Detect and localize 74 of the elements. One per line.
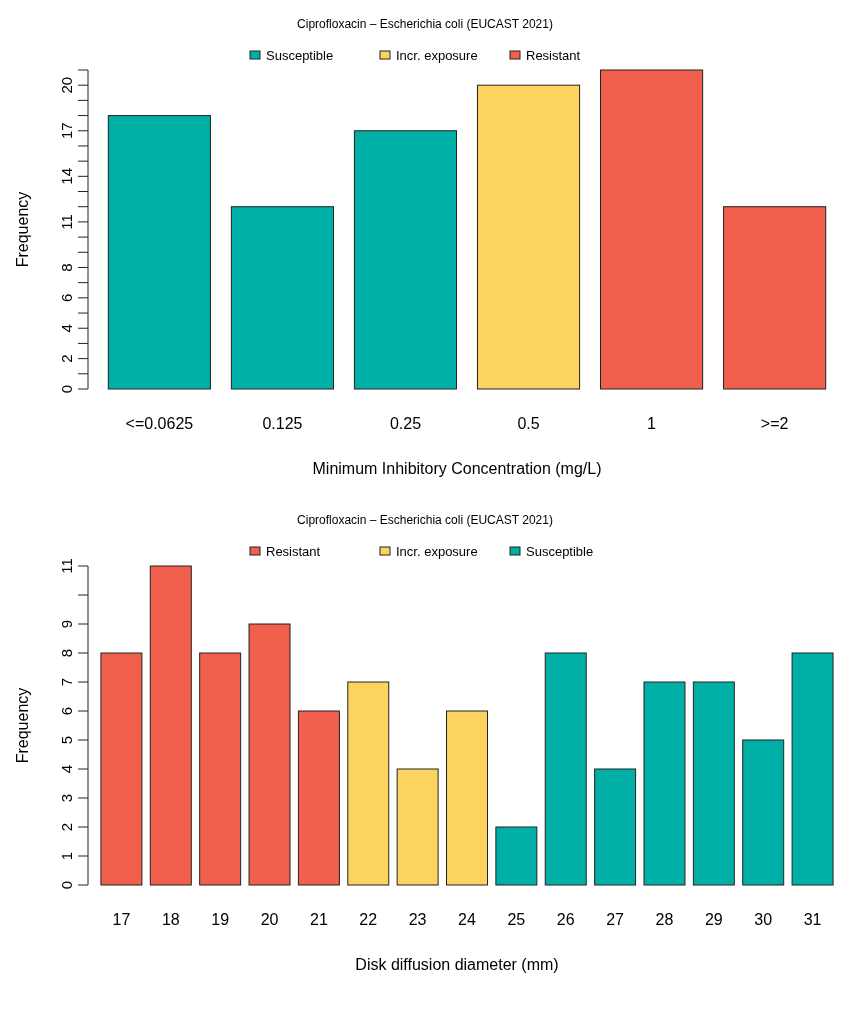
y-tick-label: 6 bbox=[58, 706, 75, 716]
x-tick-label: 18 bbox=[161, 911, 180, 928]
x-tick-label: 0.5 bbox=[517, 415, 540, 432]
bar bbox=[742, 739, 785, 886]
y-axis-title: Frequency bbox=[14, 191, 31, 268]
y-tick-label: 20 bbox=[58, 76, 75, 94]
y-tick-label: 4 bbox=[58, 764, 75, 774]
x-tick-label: 31 bbox=[803, 911, 822, 928]
y-tick-label: 4 bbox=[58, 324, 75, 333]
bar bbox=[495, 826, 538, 886]
legend-label: Incr. exposure bbox=[396, 48, 478, 63]
legend-label: Resistant bbox=[526, 48, 581, 63]
bar bbox=[446, 710, 488, 886]
x-tick-label: >=2 bbox=[760, 415, 789, 432]
x-tick-label: 17 bbox=[112, 911, 131, 928]
bar bbox=[100, 652, 143, 886]
legend-label: Resistant bbox=[266, 544, 321, 559]
x-tick-label: 24 bbox=[458, 911, 476, 928]
chart-title: Ciprofloxacin – Escherichia coli (EUCAST 2021) bbox=[297, 17, 553, 31]
y-tick-label: 11 bbox=[58, 558, 75, 574]
y-tick-label: 9 bbox=[58, 619, 75, 629]
chart-title: Ciprofloxacin – Escherichia coli (EUCAST 2021) bbox=[297, 513, 553, 527]
y-tick-label: 17 bbox=[58, 122, 75, 140]
y-tick-label: 8 bbox=[58, 648, 75, 658]
x-tick-label: 20 bbox=[260, 911, 279, 928]
x-tick-label: 25 bbox=[507, 911, 526, 928]
x-tick-label: <=0.0625 bbox=[125, 415, 194, 432]
x-tick-label: 29 bbox=[704, 911, 723, 928]
legend-label: Susceptible bbox=[266, 48, 334, 63]
y-tick-label: 8 bbox=[58, 263, 75, 272]
y-tick-label: 5 bbox=[58, 735, 75, 745]
x-tick-label: 21 bbox=[310, 911, 328, 928]
bar bbox=[353, 130, 458, 390]
bar bbox=[723, 206, 827, 390]
bar bbox=[600, 69, 704, 390]
x-tick-label: 22 bbox=[359, 911, 378, 928]
y-tick-label: 11 bbox=[58, 214, 75, 230]
x-tick-label: 30 bbox=[754, 911, 773, 928]
x-tick-label: 0.25 bbox=[389, 415, 422, 432]
bar bbox=[347, 681, 390, 886]
bar bbox=[230, 206, 334, 390]
x-tick-label: 0.125 bbox=[262, 415, 303, 432]
y-tick-label: 6 bbox=[58, 293, 75, 303]
x-tick-label: 23 bbox=[408, 911, 427, 928]
x-tick-label: 27 bbox=[606, 911, 625, 928]
y-tick-label: 3 bbox=[58, 793, 75, 803]
y-tick-label: 1 bbox=[58, 851, 75, 861]
bar bbox=[248, 623, 291, 886]
y-tick-label: 0 bbox=[58, 384, 75, 394]
bar bbox=[594, 768, 637, 886]
bar bbox=[396, 768, 439, 886]
x-tick-label: 26 bbox=[556, 911, 575, 928]
x-tick-label: 1 bbox=[647, 415, 657, 432]
y-tick-label: 14 bbox=[58, 167, 75, 185]
x-tick-label: 28 bbox=[655, 911, 674, 928]
bar bbox=[692, 681, 735, 886]
bar bbox=[107, 115, 211, 390]
y-tick-label: 0 bbox=[58, 880, 75, 890]
y-tick-label: 7 bbox=[58, 677, 75, 687]
bar bbox=[199, 652, 242, 886]
bar bbox=[643, 681, 686, 886]
legend-label: Susceptible bbox=[526, 544, 594, 559]
bar bbox=[476, 84, 581, 390]
bar bbox=[297, 710, 340, 886]
x-axis-title: Minimum Inhibitory Concentration (mg/L) bbox=[312, 460, 602, 477]
bar bbox=[791, 652, 834, 886]
y-tick-label: 2 bbox=[58, 354, 75, 363]
bar bbox=[544, 652, 587, 886]
y-tick-label: 2 bbox=[58, 822, 75, 832]
x-axis-title: Disk diffusion diameter (mm) bbox=[355, 956, 559, 973]
x-tick-label: 19 bbox=[211, 911, 230, 928]
y-axis-title: Frequency bbox=[14, 687, 31, 764]
legend-label: Incr. exposure bbox=[396, 544, 478, 559]
bar bbox=[149, 565, 192, 886]
